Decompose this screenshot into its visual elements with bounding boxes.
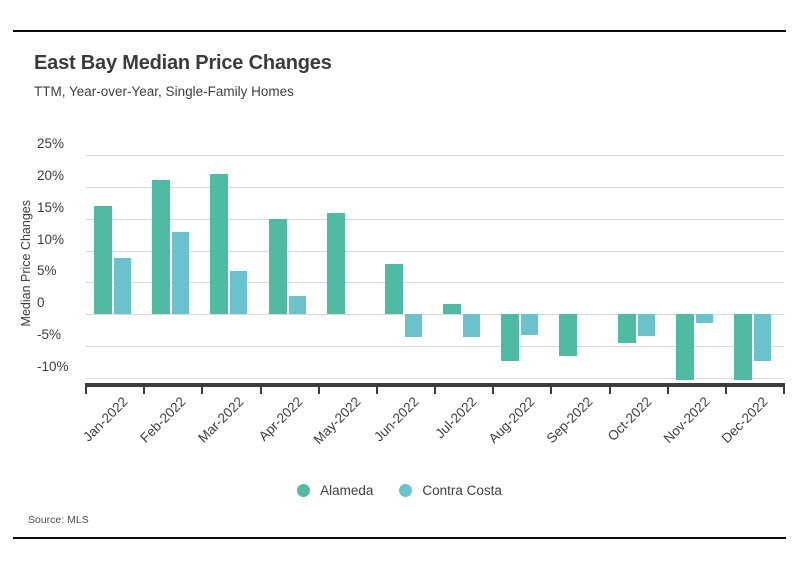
bar-alameda-nov-2022 [675, 314, 694, 380]
gridline-5% [86, 282, 784, 284]
legend-item-contra-costa: Contra Costa [399, 483, 502, 498]
bar-contra-costa-feb-2022 [172, 232, 190, 315]
y-tick-label--5%: -5% [37, 327, 62, 343]
top-rule [13, 30, 786, 32]
gridline-20% [86, 186, 784, 188]
x-tick-3 [259, 387, 262, 394]
gridline-10% [86, 250, 784, 252]
bar-alameda-dec-2022 [733, 314, 752, 380]
bar-alameda-may-2022 [326, 213, 345, 315]
bar-contra-costa-mar-2022 [230, 271, 248, 315]
gridline-25% [86, 155, 784, 156]
bar-alameda-aug-2022 [501, 314, 520, 361]
y-tick-label-10%: 10% [37, 231, 65, 247]
y-tick-label-20%: 20% [37, 167, 65, 183]
bar-alameda-apr-2022 [268, 218, 287, 315]
x-axis-line [85, 383, 785, 387]
bar-alameda-mar-2022 [210, 174, 229, 315]
bar-contra-costa-jun-2022 [404, 314, 422, 337]
bar-contra-costa-nov-2022 [695, 314, 713, 323]
x-tick-9 [608, 387, 611, 394]
x-tick-5 [375, 387, 378, 394]
bar-contra-costa-apr-2022 [288, 295, 306, 315]
gridline--5% [86, 346, 784, 348]
bottom-rule [13, 537, 786, 539]
x-tick-6 [434, 387, 436, 394]
y-tick-label-0: 0 [37, 295, 45, 311]
legend-label-alameda: Alameda [320, 483, 374, 498]
bar-alameda-jun-2022 [384, 264, 403, 315]
legend: Alameda Contra Costa [0, 483, 799, 498]
x-tick-8 [550, 387, 553, 394]
bar-alameda-feb-2022 [152, 179, 171, 315]
bar-alameda-oct-2022 [617, 314, 636, 343]
x-tick-7 [492, 387, 495, 394]
x-tick-11 [724, 387, 727, 394]
bar-contra-costa-jul-2022 [463, 314, 480, 337]
legend-item-alameda: Alameda [297, 483, 373, 498]
bar-contra-costa-oct-2022 [637, 314, 655, 336]
bar-contra-costa-jan-2022 [114, 257, 131, 315]
chart-title: East Bay Median Price Changes [34, 52, 332, 74]
legend-label-contra-costa: Contra Costa [422, 483, 502, 498]
y-tick-label-5%: 5% [37, 263, 57, 279]
y-tick-label--10%: -10% [37, 359, 69, 374]
legend-swatch-contra-costa-icon [399, 484, 413, 497]
source-note: Source: MLS [28, 514, 89, 526]
gridline-15% [86, 218, 784, 220]
bar-contra-costa-aug-2022 [521, 314, 539, 336]
y-tick-label-15%: 15% [37, 199, 65, 215]
x-tick-4 [317, 387, 320, 394]
legend-swatch-alameda-icon [297, 484, 311, 497]
chart-subtitle: TTM, Year-over-Year, Single-Family Homes [34, 84, 294, 99]
bar-alameda-jan-2022 [94, 206, 112, 315]
gridline-0 [86, 314, 784, 316]
x-tick-1 [143, 387, 146, 394]
y-tick-label-25%: 25% [37, 136, 65, 151]
x-tick-0 [85, 387, 87, 394]
bar-alameda-jul-2022 [443, 303, 461, 315]
gridline--10% [86, 378, 784, 379]
bar-contra-costa-dec-2022 [753, 314, 771, 362]
x-tick-2 [201, 387, 204, 394]
x-tick-12 [783, 387, 785, 394]
x-tick-10 [666, 387, 669, 394]
bar-alameda-sep-2022 [559, 314, 578, 356]
